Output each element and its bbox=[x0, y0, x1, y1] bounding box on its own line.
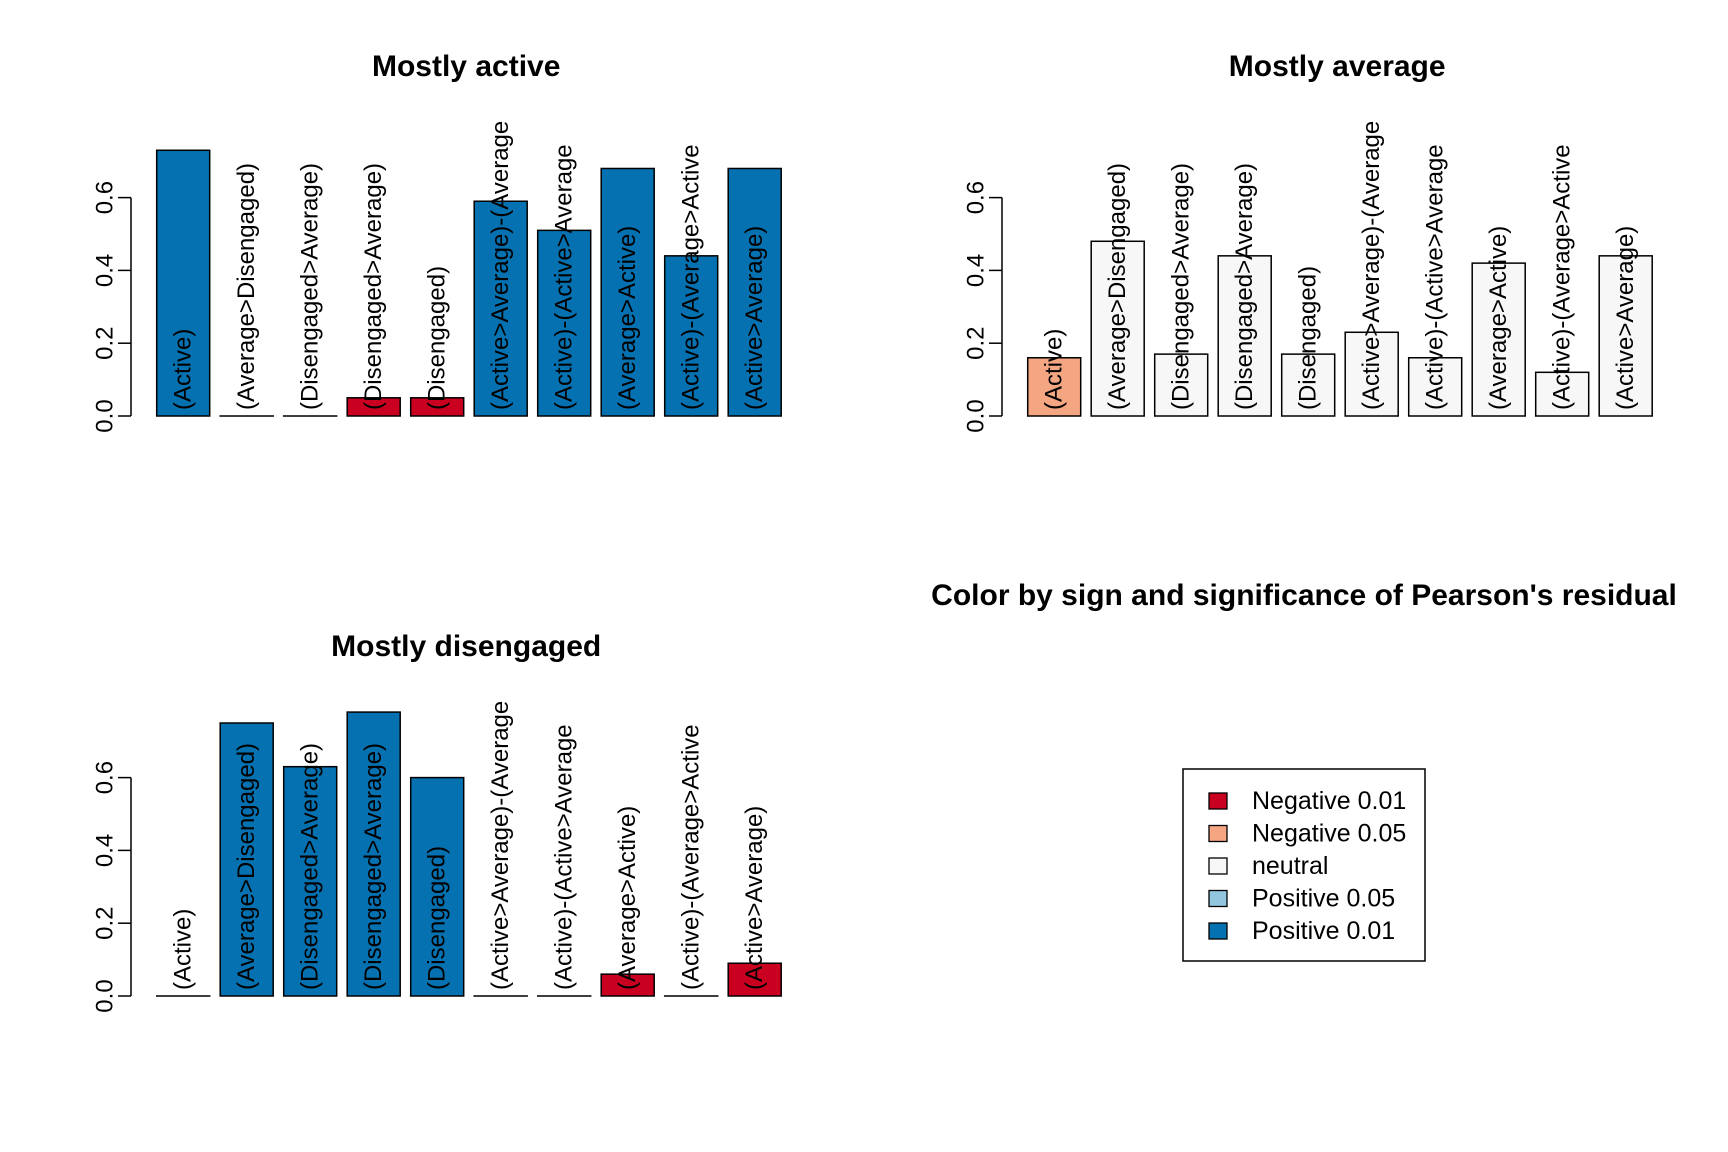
y-tick-label: 0.6 bbox=[963, 181, 990, 214]
bar-active bbox=[1026, 357, 1082, 417]
chart-title: Mostly disengaged bbox=[331, 630, 601, 663]
legend-swatch-negative-0-05 bbox=[1208, 824, 1228, 843]
bar-label: (Active)-(Active>Average bbox=[1422, 144, 1449, 410]
bar-label: (Disengaged>Average) bbox=[1231, 163, 1258, 410]
legend-swatch-neutral bbox=[1208, 857, 1228, 875]
bar-label: (Disengaged) bbox=[424, 846, 451, 990]
bar-disengaged bbox=[409, 776, 465, 997]
bar-average-active bbox=[600, 167, 655, 417]
bar-label: (Average>Active) bbox=[1485, 226, 1512, 410]
bar-active-average bbox=[1598, 255, 1653, 417]
bar-disengaged-average bbox=[346, 711, 401, 997]
legend-swatch-positive-0-05 bbox=[1208, 889, 1228, 908]
bar-disengaged bbox=[409, 397, 465, 417]
bar-label: (Active>Average) bbox=[1612, 226, 1639, 410]
y-tick-label: 0.2 bbox=[963, 327, 990, 360]
legend-items: Negative 0.01 Negative 0.05 neutral Positiv… bbox=[1208, 787, 1406, 945]
bar-disengaged bbox=[1280, 353, 1336, 417]
bar-label: (Active)-(Average>Active bbox=[678, 724, 705, 990]
bar-label: (Active)-(Active>Average bbox=[551, 724, 578, 990]
bar-label: (Active)-(Average>Active bbox=[678, 144, 705, 410]
bar-disengaged-average bbox=[1153, 353, 1209, 417]
bar-label: (Average>Active) bbox=[614, 226, 641, 410]
panel-mostly-average: Mostly average 0.0 0.2 0.4 0.6 (Active) (Avera… bbox=[963, 50, 1653, 433]
legend-swatch-positive-0-01 bbox=[1208, 922, 1228, 940]
legend-panel: Color by sign and significance of Pearso… bbox=[931, 579, 1677, 962]
bar-disengaged-average bbox=[346, 397, 401, 417]
legend-swatch-negative-0-01 bbox=[1208, 792, 1228, 810]
y-tick-label: 0.0 bbox=[963, 399, 990, 432]
y-tick-label: 0.4 bbox=[963, 254, 990, 287]
bar-label: (Average>Disengaged) bbox=[233, 743, 260, 990]
bar-label: (Disengaged>Average) bbox=[297, 743, 324, 990]
bar-label: (Average>Disengaged) bbox=[1104, 163, 1131, 410]
bar-label: (Average>Active) bbox=[614, 806, 641, 990]
y-tick-label: 0.6 bbox=[92, 761, 119, 794]
bar-label: (Average>Disengaged) bbox=[233, 163, 260, 410]
y-tick-label: 0.4 bbox=[92, 254, 119, 287]
y-tick-label: 0.0 bbox=[92, 979, 119, 1012]
legend-label: Positive 0.01 bbox=[1252, 917, 1395, 945]
bar-average-active bbox=[600, 973, 655, 997]
bar-average-disengaged bbox=[219, 722, 274, 997]
legend-label: neutral bbox=[1252, 852, 1328, 880]
panel-mostly-disengaged: Mostly disengaged 0.0 0.2 0.4 0.6 (Active) (Av… bbox=[92, 630, 782, 1013]
legend-title: Color by sign and significance of Pearso… bbox=[931, 579, 1677, 612]
y-tick-label: 0.4 bbox=[92, 834, 119, 867]
bar-active bbox=[155, 149, 211, 417]
bar-label: (Active)-(Active>Average bbox=[551, 144, 578, 410]
y-tick-label: 0.2 bbox=[92, 327, 119, 360]
bar-label: (Disengaged>Average) bbox=[1168, 163, 1195, 410]
bar-label: (Disengaged>Average) bbox=[297, 163, 324, 410]
bar-label: (Active>Average) bbox=[741, 226, 768, 410]
bar-active-active-average bbox=[1407, 357, 1463, 417]
bar-label: (Disengaged>Average) bbox=[360, 743, 387, 990]
y-tick-label: 0.6 bbox=[92, 181, 119, 214]
bar-average-active bbox=[1471, 262, 1526, 417]
bar-disengaged-average bbox=[282, 765, 338, 997]
bar-label: (Active>Average)-(Average bbox=[487, 701, 514, 990]
bar-label: (Active) bbox=[1041, 329, 1068, 410]
legend-label: Negative 0.05 bbox=[1252, 820, 1406, 848]
panel-mostly-active: Mostly active 0.0 0.2 0.4 0.6 (Active) (Averag… bbox=[92, 50, 782, 433]
chart-title: Mostly active bbox=[372, 50, 560, 83]
legend-box bbox=[1182, 768, 1426, 962]
chart-title: Mostly average bbox=[1229, 50, 1446, 83]
bar-label: (Active>Average)-(Average bbox=[487, 121, 514, 410]
bar-label: (Active>Average) bbox=[741, 806, 768, 990]
bar-label: (Active) bbox=[170, 909, 197, 990]
bar-label: (Active) bbox=[170, 329, 197, 410]
bar-active-average-average bbox=[1344, 331, 1399, 417]
bar-active-average-active bbox=[663, 255, 719, 417]
bar-label: (Disengaged) bbox=[424, 266, 451, 410]
bar-active-average-active bbox=[1534, 371, 1590, 417]
bar-average-disengaged bbox=[1090, 240, 1145, 417]
y-tick-label: 0.0 bbox=[92, 399, 119, 432]
bar-label: (Disengaged>Average) bbox=[360, 163, 387, 410]
bar-active-active-average bbox=[536, 229, 592, 417]
legend-label: Negative 0.01 bbox=[1252, 787, 1406, 815]
legend-label: Positive 0.05 bbox=[1252, 885, 1395, 913]
bar-disengaged-average bbox=[1217, 255, 1272, 417]
bar-label: (Active>Average)-(Average bbox=[1358, 121, 1385, 410]
bar-label: (Active)-(Average>Active bbox=[1549, 144, 1576, 410]
y-tick-label: 0.2 bbox=[92, 907, 119, 940]
bar-active-average bbox=[727, 167, 782, 417]
bar-active-average-average bbox=[473, 200, 528, 417]
bar-label: (Disengaged) bbox=[1295, 266, 1322, 410]
bar-active-average bbox=[727, 962, 782, 997]
